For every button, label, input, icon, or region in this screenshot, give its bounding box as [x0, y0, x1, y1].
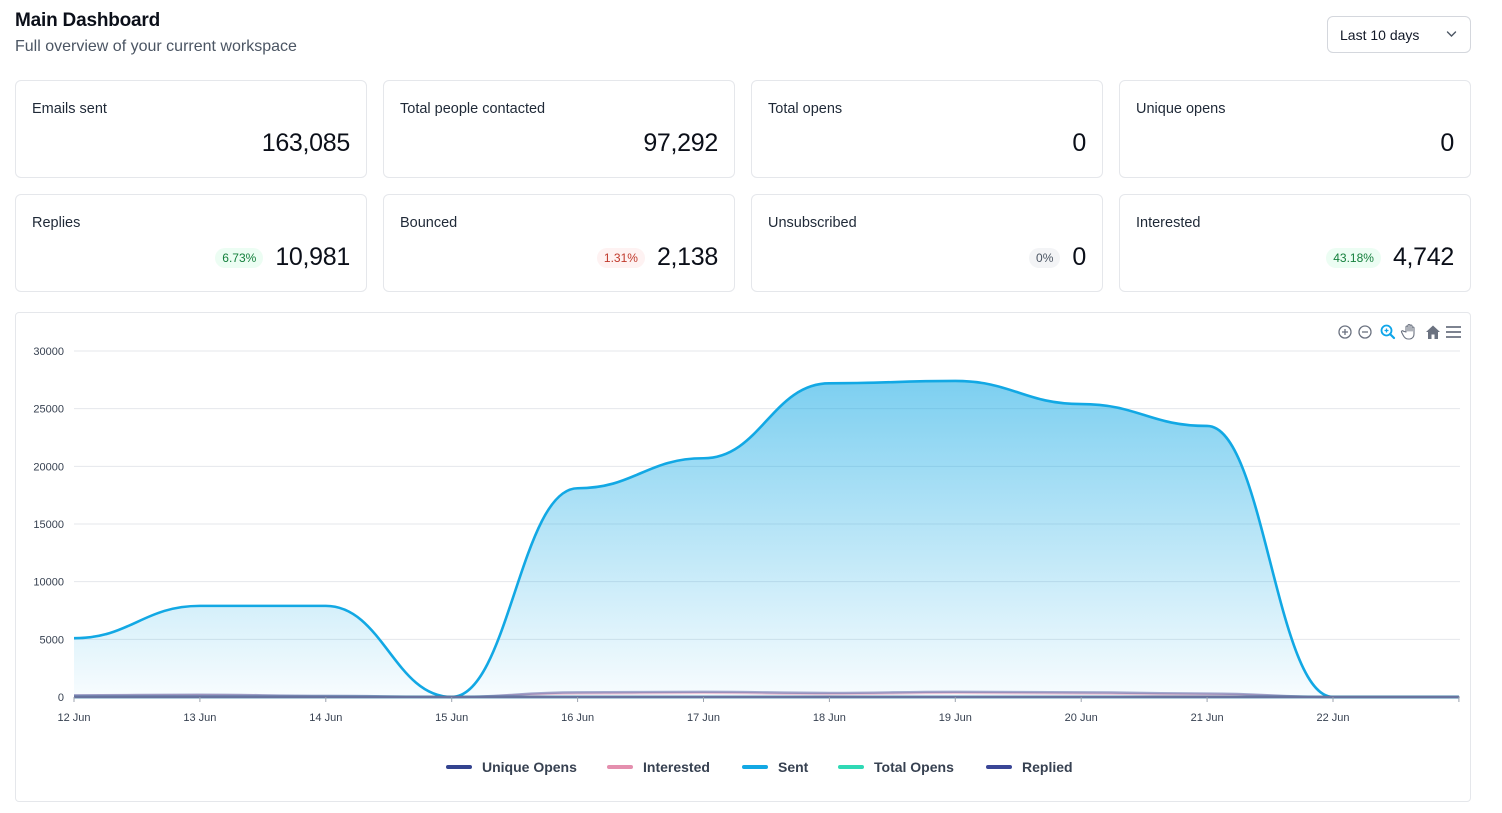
- legend-swatch: [838, 765, 864, 769]
- page-title: Main Dashboard: [15, 10, 160, 31]
- legend-swatch: [742, 765, 768, 769]
- activity-chart: 0 5000 10000 15000 20000 25000 30000 12 Jun 13 J…: [33, 323, 1461, 775]
- stat-label: Unsubscribed: [768, 215, 857, 231]
- y-tick-label: 25000: [33, 404, 64, 416]
- legend-item-total-opens[interactable]: Total Opens: [838, 759, 954, 775]
- zoom-in-icon[interactable]: [1338, 325, 1352, 339]
- legend-swatch: [607, 765, 633, 769]
- stat-value: 97,292: [643, 129, 718, 157]
- stat-label: Bounced: [400, 215, 458, 231]
- stat-card-total-opens: Total opens 0: [751, 80, 1103, 178]
- stat-value: 2,138: [656, 243, 718, 271]
- x-tick-label: 13 Jun: [183, 712, 216, 724]
- stat-value: 163,085: [261, 129, 351, 157]
- y-tick-label: 30000: [33, 346, 64, 358]
- x-tick-label: 16 Jun: [561, 712, 594, 724]
- legend-label: Unique Opens: [482, 759, 577, 775]
- stat-value: 4,742: [1392, 243, 1454, 271]
- percent-badge: 43.18%: [1326, 247, 1381, 268]
- date-range-select[interactable]: Last 10 days: [1327, 16, 1471, 53]
- stat-card-total-people-contacted: Total people contacted 97,292: [383, 80, 735, 178]
- x-tick-label: 15 Jun: [435, 712, 468, 724]
- stat-card-interested: Interested 43.18% 4,742: [1119, 194, 1471, 292]
- stat-card-unsubscribed: Unsubscribed 0% 0: [751, 194, 1103, 292]
- stat-card-unique-opens: Unique opens 0: [1119, 80, 1471, 178]
- percent-badge: 0%: [1029, 247, 1061, 268]
- chart-toolbar: [1338, 323, 1461, 340]
- stat-card-bounced: Bounced 1.31% 2,138: [383, 194, 735, 292]
- series-line-sent: [73, 379, 1459, 699]
- x-tick-label: 20 Jun: [1065, 712, 1098, 724]
- x-tick-label: 17 Jun: [687, 712, 720, 724]
- stat-value: 0: [1440, 129, 1454, 157]
- percent-badge: 6.73%: [215, 247, 264, 268]
- zoom-out-icon[interactable]: [1358, 325, 1372, 339]
- stat-label: Unique opens: [1136, 101, 1226, 117]
- menu-icon[interactable]: [1446, 326, 1461, 338]
- selection-zoom-icon[interactable]: [1380, 324, 1396, 340]
- legend-item-sent[interactable]: Sent: [742, 759, 809, 775]
- x-tick-label: 12 Jun: [57, 712, 90, 724]
- pan-hand-icon[interactable]: [1400, 323, 1415, 340]
- stat-label: Emails sent: [32, 101, 107, 117]
- y-tick-label: 20000: [33, 461, 64, 473]
- stat-label: Total people contacted: [400, 101, 546, 117]
- home-reset-icon[interactable]: [1426, 325, 1440, 340]
- legend-swatch: [986, 765, 1012, 769]
- legend-item-interested[interactable]: Interested: [607, 759, 710, 775]
- page-header: Main Dashboard Full overview of your cur…: [15, 10, 297, 56]
- x-tick-label: 19 Jun: [939, 712, 972, 724]
- stat-card-replies: Replies 6.73% 10,981: [15, 194, 367, 292]
- chevron-down-icon: [1446, 31, 1457, 37]
- legend-item-unique-opens[interactable]: Unique Opens: [446, 759, 577, 775]
- stat-value: 10,981: [275, 243, 350, 271]
- legend-label: Replied: [1022, 759, 1073, 775]
- stat-label: Total opens: [768, 101, 843, 117]
- stat-value: 0: [1072, 129, 1086, 157]
- y-tick-label: 15000: [33, 519, 64, 531]
- x-tick-label: 22 Jun: [1316, 712, 1349, 724]
- y-tick-label: 0: [58, 692, 64, 704]
- stat-card-emails-sent: Emails sent 163,085: [15, 80, 367, 178]
- legend-swatch: [446, 765, 472, 769]
- x-tick-label: 21 Jun: [1191, 712, 1224, 724]
- date-range-value: Last 10 days: [1340, 26, 1420, 43]
- legend-label: Total Opens: [874, 759, 954, 775]
- x-tick-label: 18 Jun: [813, 712, 846, 724]
- series-area-sent: [74, 380, 1459, 697]
- stat-value: 0: [1072, 243, 1086, 271]
- percent-badge: 1.31%: [596, 247, 645, 268]
- y-tick-label: 5000: [40, 634, 64, 646]
- stat-label: Interested: [1136, 215, 1201, 231]
- x-tick-label: 14 Jun: [309, 712, 342, 724]
- page-subtitle: Full overview of your current workspace: [15, 38, 297, 55]
- legend-label: Interested: [643, 759, 710, 775]
- y-tick-label: 10000: [33, 577, 64, 589]
- stat-label: Replies: [32, 215, 81, 231]
- legend-item-replied[interactable]: Replied: [986, 759, 1073, 775]
- chart-panel: 0 5000 10000 15000 20000 25000 30000 12 Jun 13 J…: [15, 312, 1471, 802]
- legend-label: Sent: [778, 759, 809, 775]
